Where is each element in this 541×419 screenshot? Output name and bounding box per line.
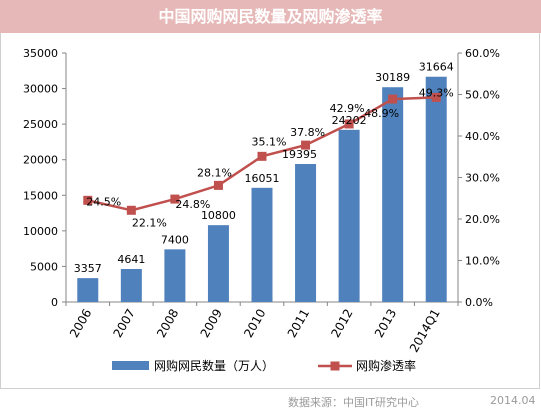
chart-title: 中国网购网民数量及网购渗透率 — [158, 7, 383, 26]
line-value-label: 48.9% — [364, 107, 399, 120]
x-tick-label: 2006 — [67, 307, 94, 340]
left-tick-label: 25000 — [23, 118, 58, 131]
x-tick-label: 2009 — [198, 307, 225, 340]
chart-frame — [0, 33, 540, 389]
x-tick-label: 2010 — [241, 307, 268, 340]
bar-value-label: 31664 — [419, 61, 454, 74]
bar — [120, 268, 142, 302]
x-tick-label: 2012 — [328, 307, 355, 340]
x-tick-label: 2008 — [154, 307, 181, 340]
right-tick-label: 50.0% — [465, 89, 500, 102]
left-tick-label: 20000 — [23, 154, 58, 167]
right-tick-label: 10.0% — [465, 255, 500, 268]
source-note: 数据来源：中国IT研究中心 — [288, 396, 419, 409]
left-tick-label: 30000 — [23, 83, 58, 96]
left-tick-label: 5000 — [30, 260, 58, 273]
line-value-label: 42.9% — [330, 102, 365, 115]
right-tick-label: 20.0% — [465, 213, 500, 226]
bar-value-label: 3357 — [74, 262, 102, 275]
bar — [338, 129, 360, 302]
bar-value-label: 16051 — [245, 172, 280, 185]
x-tick-label: 2013 — [372, 307, 399, 340]
date-note: 2014.04 — [490, 394, 536, 407]
line-value-label: 22.1% — [132, 216, 167, 229]
legend-line-marker — [330, 361, 340, 371]
left-tick-label: 10000 — [23, 225, 58, 238]
bar — [295, 164, 317, 302]
line-marker — [431, 92, 441, 102]
bar-value-label: 30189 — [375, 71, 410, 84]
line-marker — [344, 119, 354, 129]
legend-bar-label: 网购网民数量（万人） — [154, 358, 274, 373]
line-marker — [213, 180, 223, 190]
line-value-label: 37.8% — [290, 126, 325, 139]
x-tick-label: 2007 — [111, 307, 138, 340]
bar — [164, 249, 186, 302]
line-marker — [257, 151, 267, 161]
bar — [382, 87, 404, 302]
x-tick-label: 2014Q1 — [407, 307, 443, 355]
line-value-label: 28.1% — [197, 166, 232, 179]
line-value-label: 35.1% — [252, 135, 287, 148]
legend-line-label: 网购渗透率 — [356, 358, 416, 373]
line-marker — [170, 194, 180, 204]
bar-value-label: 24202 — [332, 114, 367, 127]
left-tick-label: 35000 — [23, 47, 58, 60]
bar — [425, 76, 447, 303]
bar-value-label: 7400 — [161, 233, 189, 246]
line-marker — [126, 205, 136, 215]
legend-bar-swatch — [112, 361, 149, 370]
line-value-label: 24.8% — [175, 198, 210, 211]
bar — [251, 187, 273, 302]
line-marker — [301, 140, 311, 150]
line-marker — [83, 195, 93, 205]
right-tick-label: 40.0% — [465, 130, 500, 143]
title-bar — [0, 0, 541, 33]
left-tick-label: 0 — [51, 296, 58, 309]
bar-value-label: 4641 — [117, 253, 145, 266]
line-value-label: 49.3% — [419, 86, 454, 99]
bar-value-label: 10800 — [201, 209, 236, 222]
line-value-label: 24.5% — [86, 195, 121, 208]
right-tick-label: 0.0% — [465, 296, 493, 309]
bar-value-label: 19395 — [282, 148, 317, 161]
bar — [77, 278, 99, 302]
line-marker — [388, 94, 398, 104]
right-tick-label: 30.0% — [465, 172, 500, 185]
x-tick-label: 2011 — [285, 307, 312, 340]
bar — [207, 225, 229, 302]
left-tick-label: 15000 — [23, 189, 58, 202]
right-tick-label: 60.0% — [465, 47, 500, 60]
